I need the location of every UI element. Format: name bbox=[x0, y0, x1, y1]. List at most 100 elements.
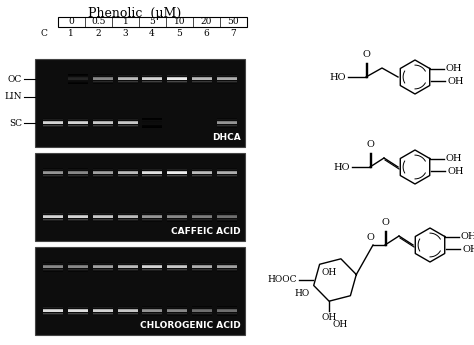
Bar bbox=[167, 219, 187, 220]
Bar bbox=[192, 176, 212, 177]
Bar bbox=[217, 168, 237, 169]
Bar bbox=[167, 308, 187, 309]
Bar bbox=[44, 212, 63, 213]
Bar bbox=[192, 80, 212, 81]
Bar bbox=[143, 270, 162, 271]
Bar bbox=[44, 213, 63, 214]
Bar bbox=[143, 306, 162, 307]
Bar bbox=[143, 268, 162, 269]
Bar bbox=[93, 170, 113, 171]
Bar bbox=[217, 118, 237, 119]
Bar bbox=[143, 314, 162, 315]
Bar bbox=[44, 314, 63, 315]
Bar bbox=[68, 76, 88, 77]
Bar bbox=[167, 310, 187, 311]
Bar bbox=[217, 74, 237, 75]
Bar bbox=[44, 125, 63, 126]
Bar bbox=[118, 81, 137, 82]
Text: 5: 5 bbox=[176, 29, 182, 38]
Bar bbox=[167, 309, 187, 310]
Bar bbox=[44, 311, 63, 312]
Bar bbox=[93, 177, 113, 178]
Bar bbox=[44, 168, 63, 169]
Bar bbox=[118, 125, 137, 126]
Bar bbox=[217, 270, 237, 271]
Bar bbox=[143, 262, 162, 263]
Bar bbox=[44, 266, 63, 267]
Bar bbox=[118, 310, 137, 311]
Bar bbox=[93, 215, 113, 216]
Bar bbox=[192, 308, 212, 309]
Bar bbox=[118, 168, 137, 169]
Bar bbox=[118, 218, 137, 219]
Bar bbox=[44, 170, 63, 171]
Bar bbox=[68, 75, 88, 76]
Bar bbox=[44, 307, 63, 308]
Bar bbox=[68, 79, 88, 80]
Bar bbox=[68, 119, 88, 120]
Bar bbox=[217, 76, 237, 77]
Bar bbox=[143, 127, 162, 128]
Bar bbox=[217, 175, 237, 176]
Bar bbox=[44, 313, 63, 314]
Bar bbox=[93, 309, 113, 310]
Text: SC: SC bbox=[9, 119, 22, 128]
Bar bbox=[68, 123, 88, 124]
Bar bbox=[143, 79, 162, 80]
Bar bbox=[192, 265, 212, 266]
Bar bbox=[118, 265, 137, 266]
Bar bbox=[167, 76, 187, 77]
Bar bbox=[192, 82, 212, 83]
Bar bbox=[93, 267, 113, 268]
Bar bbox=[118, 79, 137, 80]
Bar bbox=[68, 214, 88, 215]
Bar bbox=[93, 123, 113, 124]
Bar bbox=[192, 172, 212, 173]
Bar bbox=[68, 217, 88, 218]
Bar bbox=[118, 219, 137, 220]
Bar bbox=[68, 270, 88, 271]
Bar bbox=[68, 220, 88, 221]
Bar bbox=[44, 308, 63, 309]
Bar bbox=[44, 271, 63, 272]
Bar bbox=[217, 170, 237, 171]
Bar bbox=[118, 120, 137, 121]
Bar bbox=[118, 77, 137, 78]
Bar bbox=[68, 175, 88, 176]
Bar bbox=[93, 81, 113, 82]
Bar bbox=[93, 312, 113, 313]
Bar bbox=[217, 123, 237, 124]
Bar bbox=[93, 263, 113, 264]
Bar bbox=[118, 214, 137, 215]
Bar bbox=[217, 174, 237, 175]
Bar bbox=[167, 217, 187, 218]
Bar bbox=[68, 176, 88, 177]
Bar bbox=[93, 306, 113, 307]
Bar bbox=[167, 266, 187, 267]
Bar bbox=[68, 215, 88, 216]
Bar bbox=[192, 168, 212, 169]
Bar bbox=[44, 175, 63, 176]
Bar bbox=[143, 219, 162, 220]
Bar bbox=[118, 74, 137, 75]
Text: OC: OC bbox=[8, 75, 22, 84]
Bar bbox=[143, 170, 162, 171]
Bar bbox=[68, 269, 88, 270]
Bar bbox=[44, 270, 63, 271]
Bar bbox=[192, 78, 212, 79]
Bar bbox=[44, 310, 63, 311]
Bar bbox=[118, 270, 137, 271]
Bar bbox=[217, 119, 237, 120]
Bar bbox=[167, 176, 187, 177]
Bar bbox=[118, 306, 137, 307]
Bar bbox=[167, 74, 187, 75]
Bar bbox=[68, 172, 88, 173]
Bar bbox=[167, 267, 187, 268]
Bar bbox=[143, 307, 162, 308]
Bar bbox=[118, 269, 137, 270]
Bar bbox=[68, 309, 88, 310]
Bar bbox=[118, 80, 137, 81]
Bar bbox=[93, 176, 113, 177]
Bar bbox=[217, 124, 237, 125]
Bar bbox=[192, 215, 212, 216]
